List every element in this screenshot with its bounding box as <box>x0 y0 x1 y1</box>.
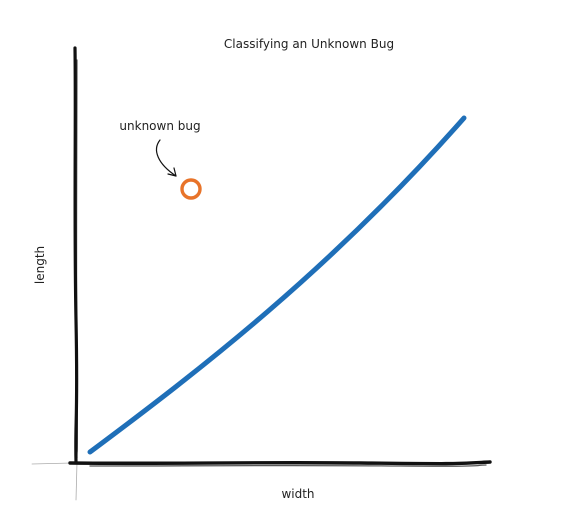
unknown-bug-point <box>180 178 202 200</box>
y-axis-label: length <box>33 246 47 284</box>
y-axis <box>73 46 79 501</box>
diagram-title: Classifying an Unknown Bug <box>224 37 394 51</box>
annotation-arrow <box>155 139 177 177</box>
unknown-bug-label: unknown bug <box>119 119 200 133</box>
x-axis <box>31 460 492 467</box>
classifier-line <box>87 115 467 455</box>
x-axis-label: width <box>281 487 314 501</box>
